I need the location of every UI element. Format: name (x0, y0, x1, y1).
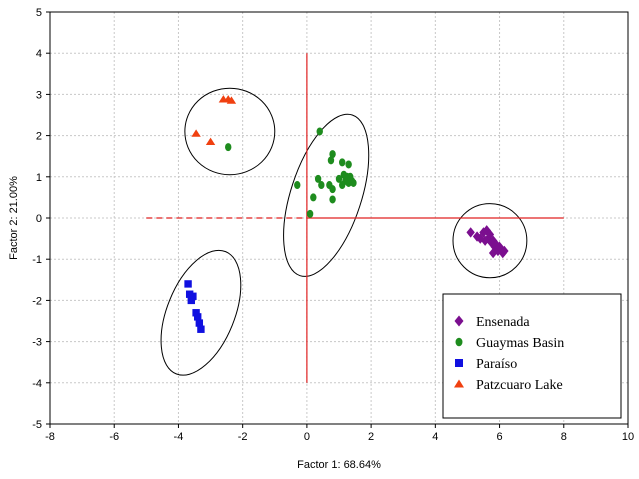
x-tick-label: -2 (238, 431, 248, 443)
data-point-ensenada (466, 227, 475, 238)
data-point-guaymas-basin (316, 127, 323, 136)
y-tick-label: 3 (36, 89, 42, 101)
cluster-ellipse-guaymas-basin (283, 113, 370, 277)
legend-marker (455, 359, 463, 367)
data-point-para-so (197, 325, 205, 333)
data-point-patzcuaro-lake (226, 96, 237, 104)
x-axis-ticks: -8 -6 -4 -2 0 2 4 6 8 10 (45, 424, 634, 443)
data-point-para-so (189, 292, 197, 300)
y-tick-label: -1 (32, 254, 42, 266)
data-point-guaymas-basin (339, 181, 346, 190)
data-point-guaymas-basin (327, 156, 335, 165)
y-tick-label: -4 (32, 378, 42, 390)
data-point-guaymas-basin (345, 160, 352, 169)
y-axis-ticks: -5 -4 -3 -2 -1 0 1 2 3 4 5 (32, 7, 50, 431)
data-point-para-so (192, 309, 200, 317)
data-point-guaymas-basin (329, 150, 336, 159)
data-points (184, 95, 509, 333)
x-tick-label: -8 (45, 431, 55, 443)
legend-label: Ensenada (476, 315, 530, 330)
legend: Ensenada Guaymas Basin Paraíso Patzcuaro La… (442, 293, 622, 419)
cluster-ellipse-para-so (160, 249, 242, 376)
data-point-guaymas-basin (350, 178, 357, 187)
data-point-ensenada (480, 235, 490, 246)
data-point-ensenada (488, 235, 498, 246)
y-tick-label: 1 (36, 172, 42, 184)
cluster-ellipse-ensenada (452, 203, 528, 279)
data-point-guaymas-basin (314, 174, 322, 183)
legend-label: Paraíso (476, 357, 517, 372)
cluster-ellipse-patzcuaro-lake (184, 87, 276, 176)
legend-box (442, 293, 622, 419)
x-axis-label: Factor 1: 68.64% (297, 459, 381, 471)
data-point-guaymas-basin (347, 172, 354, 181)
data-point-guaymas-basin (329, 185, 336, 194)
legend-marker (455, 337, 463, 347)
y-tick-label: -5 (32, 419, 42, 431)
x-tick-label: 2 (368, 431, 374, 443)
x-tick-label: 8 (561, 431, 567, 443)
y-tick-label: 4 (36, 48, 42, 60)
legend-marker (454, 379, 464, 388)
data-point-para-so (194, 313, 202, 321)
reference-lines (146, 53, 564, 383)
data-point-guaymas-basin (318, 181, 325, 190)
x-tick-label: 10 (622, 431, 634, 443)
data-point-guaymas-basin (310, 193, 317, 202)
x-tick-label: 6 (496, 431, 502, 443)
data-point-guaymas-basin (306, 209, 314, 218)
data-point-guaymas-basin (339, 158, 346, 167)
legend-label: Guaymas Basin (476, 336, 564, 351)
x-tick-label: -6 (109, 431, 119, 443)
x-tick-label: 0 (304, 431, 310, 443)
y-axis-label: Factor 2: 21.00% (8, 176, 20, 260)
data-point-para-so (184, 280, 192, 288)
data-point-patzcuaro-lake (191, 129, 201, 137)
data-point-ensenada (476, 233, 485, 244)
data-point-para-so (187, 296, 195, 305)
data-point-para-so (195, 319, 204, 327)
y-tick-label: -3 (32, 337, 42, 349)
data-point-guaymas-basin (329, 195, 336, 204)
data-point-guaymas-basin (335, 174, 343, 183)
y-tick-label: 2 (36, 131, 42, 143)
x-tick-label: 4 (432, 431, 438, 443)
y-tick-label: -2 (32, 295, 42, 307)
y-tick-label: 5 (36, 7, 42, 19)
x-tick-label: -4 (174, 431, 184, 443)
data-point-patzcuaro-lake (205, 137, 216, 145)
legend-marker (454, 315, 464, 327)
data-point-guaymas-basin (294, 181, 301, 190)
y-tick-label: 0 (36, 213, 42, 225)
data-point-ensenada (488, 247, 498, 259)
legend-label: Patzcuaro Lake (476, 378, 563, 393)
cluster-ellipses (160, 87, 528, 376)
data-point-ensenada (500, 245, 509, 257)
data-point-guaymas-basin (225, 143, 232, 152)
